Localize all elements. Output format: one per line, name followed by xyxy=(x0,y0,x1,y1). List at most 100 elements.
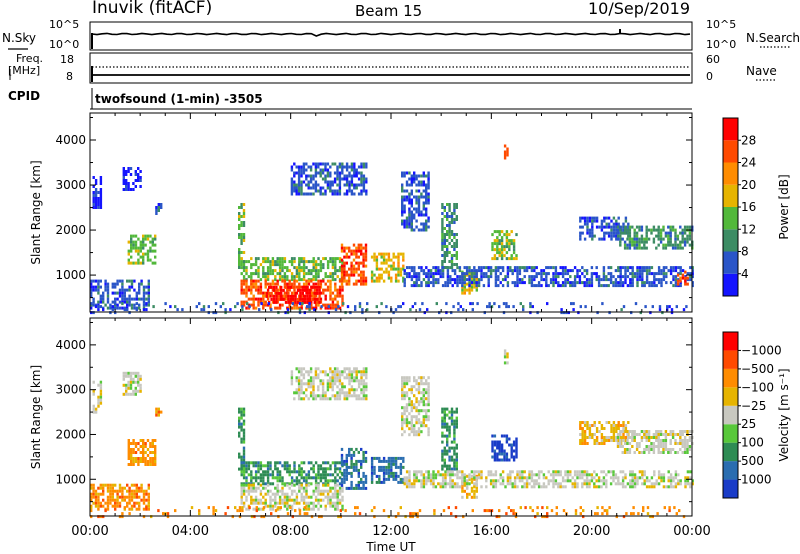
power-data-cell xyxy=(340,249,344,253)
velocity-data-cell xyxy=(276,476,279,480)
power-data-cell xyxy=(600,278,603,282)
velocity-data-cell xyxy=(238,467,241,471)
velocity-data-cell xyxy=(624,473,627,477)
power-data-cell xyxy=(312,174,315,178)
power-data-cell xyxy=(662,275,666,279)
velocity-data-cell xyxy=(157,410,160,414)
power-data-cell xyxy=(463,266,466,270)
power-data-cell xyxy=(329,294,332,298)
velocity-data-cell xyxy=(506,352,509,356)
power-data-cell xyxy=(250,285,253,289)
power-data-cell xyxy=(123,288,126,292)
velocity-data-cell xyxy=(576,482,579,486)
power-data-cell xyxy=(487,278,490,282)
power-data-cell xyxy=(307,183,310,187)
velocity-data-cell xyxy=(420,376,423,380)
power-data-cell xyxy=(691,284,694,288)
power-data-cell xyxy=(455,257,458,260)
power-data-cell xyxy=(114,297,117,301)
power-data-cell xyxy=(348,186,351,190)
velocity-data-cell xyxy=(382,477,386,481)
velocity-data-cell xyxy=(500,434,504,438)
velocity-data-cell xyxy=(413,473,416,477)
velocity-data-cell xyxy=(415,476,418,480)
power-data-cell xyxy=(240,251,243,254)
power-data-cell xyxy=(417,213,421,217)
power-data-cell xyxy=(595,216,599,220)
power-data-cell xyxy=(94,206,98,209)
velocity-data-cell xyxy=(585,479,589,483)
power-data-cell xyxy=(312,183,315,187)
velocity-data-cell xyxy=(622,433,625,436)
velocity-data-cell xyxy=(655,439,658,442)
velocity-data-cell xyxy=(640,439,644,442)
power-data-cell xyxy=(503,233,506,237)
velocity-data-cell xyxy=(450,419,454,423)
velocity-data-cell xyxy=(242,458,246,462)
velocity-data-cell xyxy=(130,451,133,454)
power-data-cell xyxy=(345,162,349,166)
power-data-cell xyxy=(405,275,409,279)
velocity-data-cell xyxy=(410,418,413,422)
power-data-cell xyxy=(500,236,504,240)
velocity-data-cell xyxy=(245,476,248,480)
velocity-data-cell xyxy=(370,459,374,463)
power-data-cell xyxy=(329,174,332,178)
velocity-data-cell xyxy=(679,436,682,439)
power-data-cell xyxy=(475,288,478,292)
velocity-data-cell xyxy=(660,473,663,477)
power-data-cell xyxy=(674,284,678,288)
power-data-cell xyxy=(298,275,301,279)
velocity-data-cell xyxy=(402,477,405,481)
velocity-data-cell xyxy=(262,464,265,468)
power-data-cell xyxy=(516,284,519,288)
velocity-data-cell xyxy=(444,470,447,474)
velocity-data-cell xyxy=(114,504,117,508)
power-data-cell xyxy=(247,297,251,301)
power-data-cell xyxy=(300,186,303,190)
velocity-data-cell xyxy=(262,495,265,499)
velocity-data-cell xyxy=(425,470,428,474)
velocity-data-cell xyxy=(142,442,145,445)
velocity-data-cell xyxy=(324,397,327,401)
velocity-data-cell xyxy=(688,448,692,451)
velocity-data-cell xyxy=(382,459,386,463)
power-data-cell xyxy=(144,252,147,256)
velocity-data-cell xyxy=(250,461,253,465)
power-data-cell xyxy=(655,272,658,276)
velocity-data-cell xyxy=(365,394,368,398)
power-data-cell xyxy=(672,284,675,288)
velocity-data-cell xyxy=(144,460,147,463)
power-data-cell xyxy=(329,288,332,292)
power-data-cell xyxy=(355,246,358,250)
velocity-data-cell xyxy=(417,433,421,437)
power-data-cell xyxy=(681,246,684,250)
power-data-cell xyxy=(619,231,623,235)
velocity-data-cell xyxy=(252,501,255,505)
velocity-data-cell xyxy=(581,442,584,445)
power-data-cell xyxy=(271,272,275,276)
velocity-data-cell xyxy=(681,430,684,433)
power-data-cell xyxy=(458,266,462,270)
power-data-cell xyxy=(494,266,498,270)
power-data-cell xyxy=(134,240,138,244)
power-data-cell xyxy=(645,237,648,241)
power-data-cell xyxy=(631,240,634,244)
power-data-cell xyxy=(242,224,246,227)
velocity-data-cell xyxy=(336,397,339,401)
power-data-cell xyxy=(648,266,651,270)
velocity-data-cell xyxy=(326,385,330,389)
velocity-data-cell xyxy=(118,504,122,508)
power-data-cell xyxy=(480,272,483,276)
power-data-cell xyxy=(441,236,444,239)
velocity-data-cell xyxy=(617,421,620,424)
power-data-cell xyxy=(401,210,404,214)
velocity-data-cell xyxy=(664,439,668,442)
velocity-data-cell xyxy=(623,451,627,454)
velocity-data-cell xyxy=(297,382,301,386)
velocity-data-cell xyxy=(641,482,644,486)
velocity-data-cell xyxy=(144,463,147,466)
velocity-data-cell xyxy=(309,385,313,389)
velocity-data-cell xyxy=(491,449,494,453)
velocity-data-cell xyxy=(142,495,146,499)
